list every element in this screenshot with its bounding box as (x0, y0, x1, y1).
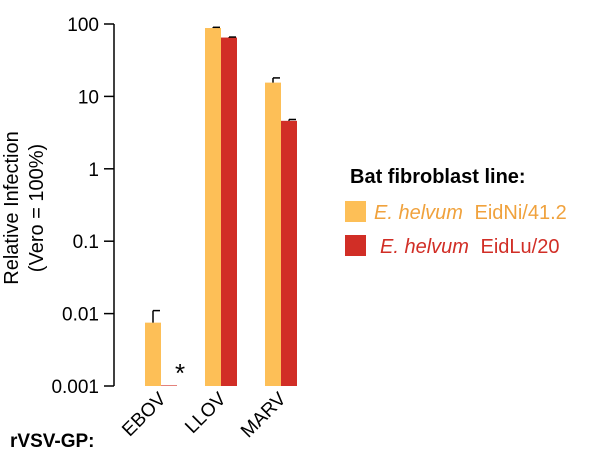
y-axis-title-line2: (Vero = 100%) (26, 144, 48, 272)
legend-entry-2-species: E. helvum (380, 236, 469, 258)
legend-swatch-2 (345, 235, 366, 256)
category-label-marv: MARV (237, 388, 291, 442)
bar-marv-series-2 (281, 120, 297, 386)
category-label-llov: LLOV (181, 388, 230, 437)
bar-ebov-series-1 (145, 322, 161, 386)
y-axis-ticks: 100 10 1 0.1 0.01 0.001 (51, 15, 114, 398)
category-labels: EBOV LLOV MARV (118, 388, 290, 442)
annotation-asterisk: * (175, 358, 185, 388)
y-tick-label: 100 (67, 15, 99, 36)
legend-entry-2-line: EidLu/20 (481, 236, 560, 258)
legend-entry-1-species: E. helvum (374, 202, 463, 224)
y-axis-title-line1: Relative Infection (1, 131, 23, 284)
y-tick-label: 0.1 (73, 232, 99, 253)
y-tick-label: 0.01 (62, 305, 99, 326)
y-tick-label: 0.001 (51, 377, 99, 398)
legend-title: Bat fibroblast line: (350, 166, 526, 188)
legend-entry-1: E. helvum EidNi/41.2 (374, 202, 567, 224)
legend: Bat fibroblast line: E. helvum EidNi/41.… (345, 166, 567, 258)
bar-llov-series-2 (221, 37, 237, 386)
y-tick-label: 10 (78, 87, 99, 108)
bar-ebov-series-2 (161, 385, 177, 386)
x-prefix-label: rVSV-GP: (10, 431, 94, 452)
category-label-ebov: EBOV (118, 388, 170, 440)
bars (145, 28, 297, 386)
legend-swatch-1 (345, 201, 366, 222)
legend-entry-2: E. helvum EidLu/20 (380, 236, 559, 258)
error-bars (152, 26, 296, 323)
bar-marv-series-1 (265, 82, 281, 386)
bar-llov-series-1 (205, 28, 221, 386)
legend-entry-1-line: EidNi/41.2 (475, 202, 567, 224)
y-tick-label: 1 (88, 160, 99, 181)
